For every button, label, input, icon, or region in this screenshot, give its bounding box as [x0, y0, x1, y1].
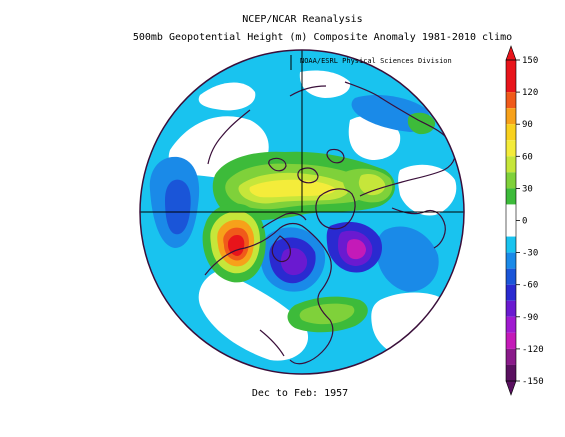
colorbar-tick-label-0: 150	[522, 56, 538, 66]
map-boundary	[139, 49, 465, 375]
colorbar-tick-label-3: 60	[522, 152, 533, 162]
title-line-2: 500mb Geopotential Height (m) Composite …	[132, 32, 513, 43]
negative-regions	[149, 95, 439, 292]
colorbar-tick-label-10: -150	[522, 377, 544, 387]
colorbar-tick-label-7: -60	[522, 281, 538, 291]
colorbar-tick-label-8: -90	[522, 313, 538, 323]
colorbar-band-6	[506, 172, 516, 189]
colorbar-band-9	[506, 236, 516, 253]
colorbar-tick-label-9: -120	[522, 345, 544, 355]
colorbar-band-2	[506, 108, 516, 125]
colorbar-band-17	[506, 364, 516, 381]
colorbar-band-13	[506, 300, 516, 317]
colorbar-band-16	[506, 348, 516, 365]
anomaly-field	[140, 50, 464, 374]
colorbar-band-3	[506, 124, 516, 141]
colorbar-band-1	[506, 92, 516, 109]
credit-text: NOAA/ESRL Physical Sciences Division	[300, 57, 452, 65]
colorbar-tick-label-5: 0	[522, 217, 527, 227]
colorbar-band-8	[506, 204, 516, 237]
colorbar-band-7	[506, 188, 516, 205]
colorbar-tick-label-4: 30	[522, 184, 533, 194]
colorbar-band-15	[506, 332, 516, 349]
colorbar-band-4	[506, 140, 516, 157]
colorbar-tick-label-2: 90	[522, 120, 533, 130]
title-line-1: NCEP/NCAR Reanalysis	[242, 14, 363, 25]
colorbar-band-5	[506, 156, 516, 173]
date-caption: Dec to Feb: 1957	[251, 388, 349, 399]
colorbar-band-10	[506, 252, 516, 269]
colorbar-bands	[505, 45, 517, 396]
colorbar-tick-label-1: 120	[522, 88, 538, 98]
colorbar-band-14	[506, 316, 516, 333]
graticule	[140, 50, 464, 213]
colorbar-top-triangle	[505, 45, 517, 61]
colorbar-tick-label-6: -30	[522, 249, 538, 259]
colorbar-band-11	[506, 268, 516, 285]
colorbar-band-12	[506, 284, 516, 301]
colorbar-ticks: 150 120 90 60 30 0 -30 -60 -90 -120 -150	[516, 56, 544, 387]
colorbar-band-0	[506, 60, 516, 93]
